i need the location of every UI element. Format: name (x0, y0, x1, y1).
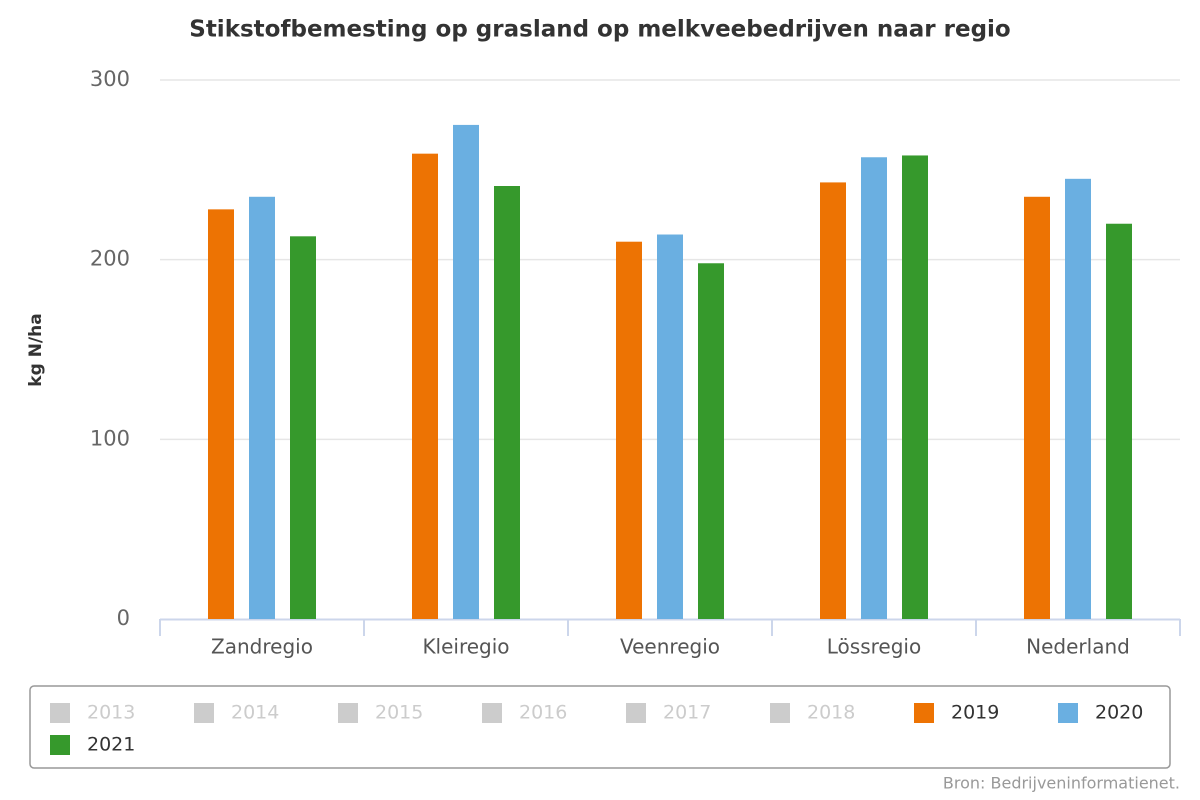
legend-symbol[interactable] (770, 703, 790, 723)
y-axis-label: kg N/ha (26, 313, 46, 386)
legend-box (29, 685, 1171, 769)
y-tick-label: 0 (117, 606, 130, 630)
legend-symbol[interactable] (50, 703, 70, 723)
legend-label[interactable]: 2013 (87, 702, 135, 724)
bar (290, 236, 316, 619)
legend-label[interactable]: 2016 (519, 702, 567, 724)
bar (1065, 178, 1091, 620)
legend-label[interactable]: 2015 (375, 702, 423, 724)
legend-symbol[interactable] (50, 735, 70, 755)
bar (208, 209, 234, 620)
legend-label[interactable]: 2017 (663, 702, 711, 724)
legend-label[interactable]: 2020 (1095, 702, 1143, 724)
bar (494, 186, 520, 619)
bar (616, 241, 642, 619)
bar (657, 234, 683, 619)
legend-symbol[interactable] (1058, 703, 1078, 723)
bar (820, 182, 846, 619)
y-tick-label: 100 (90, 426, 130, 450)
bar (902, 155, 928, 619)
bar (453, 124, 479, 620)
x-tick-label: Veenregio (620, 635, 720, 659)
legend-symbol[interactable] (626, 703, 646, 723)
chart-title: Stikstofbemesting op grasland op melkvee… (189, 17, 1011, 43)
credits: Bron: Bedrijveninformatienet. (943, 774, 1180, 793)
legend-symbol[interactable] (914, 703, 934, 723)
legend-label[interactable]: 2021 (87, 734, 135, 756)
bar (1106, 223, 1132, 619)
legend-label[interactable]: 2019 (951, 702, 999, 724)
y-tick-label: 300 (90, 67, 130, 91)
legend-symbol[interactable] (338, 703, 358, 723)
bar (249, 196, 275, 620)
x-tick-label: Nederland (1026, 635, 1130, 659)
x-tick-label: Kleiregio (422, 635, 509, 659)
x-tick-label: Zandregio (211, 635, 313, 659)
bar (412, 153, 438, 619)
bar (698, 263, 724, 619)
legend-symbol[interactable] (482, 703, 502, 723)
y-tick-label: 200 (90, 247, 130, 271)
x-tick-label: Lössregio (827, 635, 921, 659)
legend-label[interactable]: 2018 (807, 702, 855, 724)
legend-label[interactable]: 2014 (231, 702, 279, 724)
bar (861, 157, 887, 620)
legend-symbol[interactable] (194, 703, 214, 723)
bar (1024, 196, 1050, 620)
